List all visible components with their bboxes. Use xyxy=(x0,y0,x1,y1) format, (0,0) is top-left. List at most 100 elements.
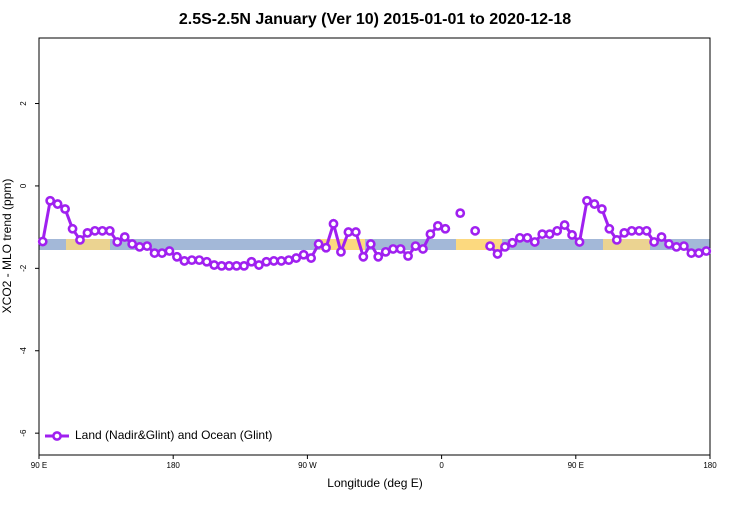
point xyxy=(82,228,93,238)
point xyxy=(328,218,339,229)
point xyxy=(343,227,354,237)
point xyxy=(380,246,391,257)
land-band xyxy=(456,239,502,250)
point xyxy=(574,237,585,247)
point xyxy=(649,237,659,247)
point xyxy=(112,237,123,247)
point xyxy=(186,255,197,265)
point xyxy=(276,256,287,266)
point xyxy=(634,225,645,236)
point xyxy=(403,251,413,261)
point xyxy=(306,253,317,263)
point xyxy=(60,204,70,214)
point xyxy=(485,241,495,251)
point xyxy=(552,225,563,236)
point xyxy=(664,239,674,249)
point xyxy=(507,237,518,248)
point xyxy=(209,260,220,270)
point xyxy=(418,244,428,254)
point xyxy=(373,251,384,262)
point xyxy=(321,242,331,253)
point xyxy=(693,248,704,258)
point xyxy=(201,256,212,267)
point xyxy=(559,220,570,230)
point xyxy=(492,249,503,259)
point xyxy=(425,229,436,240)
point xyxy=(52,199,63,209)
point xyxy=(231,260,242,271)
point xyxy=(365,239,376,249)
y-axis-label: XCO2 - MLO trend (ppm) xyxy=(0,179,14,314)
point xyxy=(358,251,369,262)
point xyxy=(470,225,481,236)
y-tick-label: -4 xyxy=(19,347,28,355)
plot-frame xyxy=(38,37,711,456)
point xyxy=(194,255,205,265)
x-tick-label: 180 xyxy=(703,461,717,470)
point xyxy=(388,244,399,254)
point xyxy=(298,249,309,260)
point xyxy=(261,256,272,267)
point xyxy=(500,242,510,252)
point xyxy=(172,251,182,262)
land-band xyxy=(66,239,110,250)
point xyxy=(283,255,294,265)
point xyxy=(336,246,346,257)
point xyxy=(268,256,279,266)
point xyxy=(432,220,443,231)
point xyxy=(239,260,249,271)
y-tick-label: -2 xyxy=(19,264,28,272)
point xyxy=(626,225,637,236)
chart-title: 2.5S-2.5N January (Ver 10) 2015-01-01 to… xyxy=(179,11,571,28)
x-tick-label: 0 xyxy=(439,461,444,470)
y-tick-label: 2 xyxy=(19,101,28,106)
point xyxy=(224,260,235,271)
point xyxy=(97,225,108,236)
point xyxy=(134,242,145,252)
point xyxy=(440,223,451,234)
x-axis-label: Longitude (deg E) xyxy=(327,476,422,490)
legend-marker xyxy=(52,431,62,441)
point xyxy=(291,253,302,263)
legend-label: Land (Nadir&Glint) and Ocean (Glint) xyxy=(75,428,272,442)
point xyxy=(410,241,421,251)
point xyxy=(455,208,466,219)
point xyxy=(254,260,264,270)
point xyxy=(619,228,630,238)
point xyxy=(164,246,175,256)
x-tick-label: 90 W xyxy=(298,461,317,470)
point xyxy=(567,230,577,240)
y-tick-label: 0 xyxy=(19,183,28,188)
point xyxy=(589,199,600,209)
point xyxy=(350,227,361,237)
point xyxy=(701,246,712,256)
point xyxy=(67,223,78,234)
point xyxy=(611,235,622,245)
x-tick-label: 90 E xyxy=(31,461,47,470)
point xyxy=(45,195,56,206)
point xyxy=(514,232,525,243)
point xyxy=(313,239,324,249)
point xyxy=(604,223,615,234)
point xyxy=(149,248,160,258)
point xyxy=(582,195,592,206)
point xyxy=(104,225,115,236)
point xyxy=(656,232,667,242)
point xyxy=(679,241,689,251)
point xyxy=(671,242,682,252)
point xyxy=(544,229,555,240)
point xyxy=(75,235,85,245)
point xyxy=(641,225,652,236)
point xyxy=(529,237,540,247)
y-tick-label: -6 xyxy=(19,429,28,437)
point xyxy=(216,260,227,271)
point xyxy=(142,241,153,251)
point xyxy=(537,229,548,240)
point xyxy=(686,248,697,258)
point xyxy=(179,256,190,266)
x-tick-label: 90 E xyxy=(568,461,584,470)
point xyxy=(127,239,138,249)
point xyxy=(157,248,167,258)
point xyxy=(119,232,130,242)
